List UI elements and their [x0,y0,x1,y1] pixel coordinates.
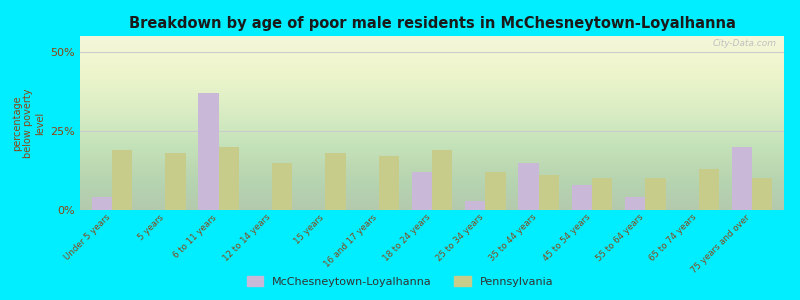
Bar [432,150,452,210]
Bar [218,147,239,210]
Legend: McChesneytown-Loyalhanna, Pennsylvania: McChesneytown-Loyalhanna, Pennsylvania [242,272,558,291]
Bar [538,175,559,210]
Bar [518,163,538,210]
Bar [646,178,666,210]
Bar [326,153,346,210]
Title: Breakdown by age of poor male residents in McChesneytown-Loyalhanna: Breakdown by age of poor male residents … [129,16,735,31]
Bar [698,169,719,210]
Text: City-Data.com: City-Data.com [713,40,777,49]
Bar [92,197,112,210]
Y-axis label: percentage
below poverty
level: percentage below poverty level [12,88,45,158]
Bar [625,197,646,210]
Bar [198,93,218,210]
Bar [378,156,399,210]
Bar [166,153,186,210]
Bar [752,178,772,210]
Bar [732,147,752,210]
Bar [486,172,506,210]
Bar [572,185,592,210]
Bar [592,178,612,210]
Bar [412,172,432,210]
Bar [272,163,292,210]
Bar [465,200,486,210]
Bar [112,150,132,210]
